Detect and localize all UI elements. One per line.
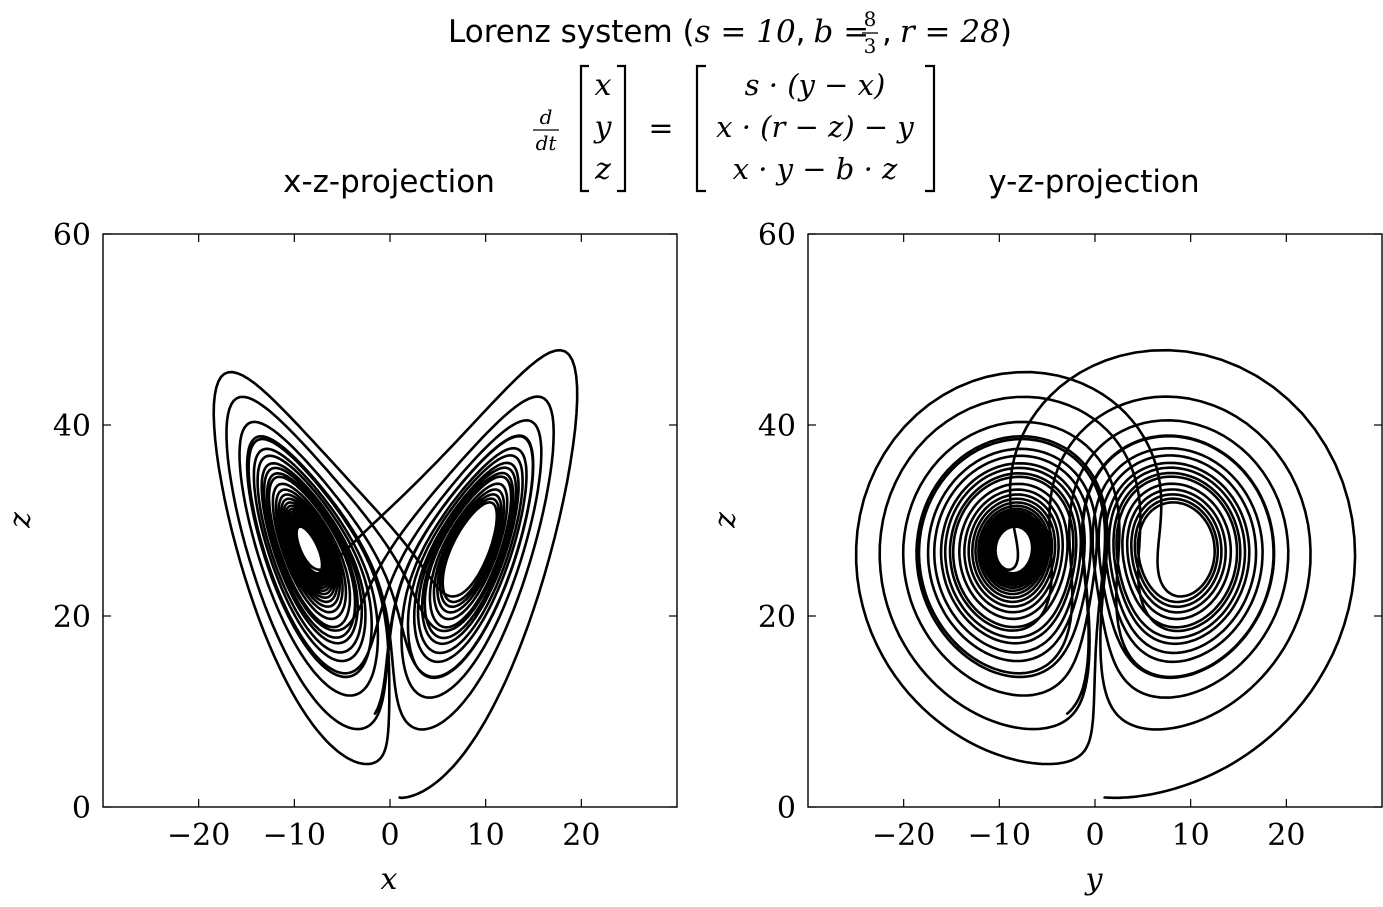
lhs-z: z xyxy=(594,152,611,187)
x-tick-label: 20 xyxy=(562,818,600,853)
title-b-denominator: 3 xyxy=(864,34,877,58)
rhs-row-1: s · (y − x) xyxy=(745,68,886,102)
title-sep-2: , xyxy=(882,14,892,50)
yz-plot-title: y-z-projection xyxy=(988,164,1199,200)
lhs-y: y xyxy=(593,110,613,145)
rhs-left-bracket xyxy=(695,64,706,193)
yz-trajectory-line xyxy=(854,348,1357,800)
lhs-right-bracket xyxy=(617,64,627,193)
rhs-row-2: x · (r − z) − y xyxy=(716,110,914,144)
x-tick-label: 0 xyxy=(380,818,399,853)
y-tick-label: 0 xyxy=(777,791,796,826)
y-tick-label: 40 xyxy=(53,409,91,444)
xz-x-axis-label: x xyxy=(381,862,398,897)
yz-projection-plot: y-z-projection −20 −10 0 10 20 0 20 40 60 y z xyxy=(708,164,1383,897)
svg-text:,r = 28): ,r = 28) xyxy=(882,14,1012,50)
y-tick-label: 20 xyxy=(758,600,796,635)
x-tick-label: 20 xyxy=(1267,818,1305,853)
yz-y-axis-label: z xyxy=(708,512,743,529)
y-tick-label: 40 xyxy=(758,409,796,444)
title-param-s: s = 10 xyxy=(695,14,796,50)
title-prefix: Lorenz system ( xyxy=(448,14,695,50)
deriv-numerator: d xyxy=(540,105,553,129)
y-tick-label: 60 xyxy=(758,218,796,253)
xz-ticks: −20 −10 0 10 20 0 20 40 60 xyxy=(53,218,677,853)
y-tick-label: 60 xyxy=(53,218,91,253)
xz-trajectory-line xyxy=(212,348,579,800)
lorenz-equation: d dt x y z = s · (y − x) x · (r − z) − y… xyxy=(533,64,936,193)
figure-title: Lorenz system (s = 10, b = 8 3 ,r = 28) xyxy=(448,7,1012,58)
title-param-r: r = 28 xyxy=(900,14,1000,50)
rhs-right-bracket xyxy=(925,64,936,193)
title-b-numerator: 8 xyxy=(864,7,877,31)
yz-ticks: −20 −10 0 10 20 0 20 40 60 xyxy=(758,218,1382,853)
equation-equals: = xyxy=(648,111,673,146)
x-tick-label: −20 xyxy=(167,818,230,853)
lhs-x: x xyxy=(595,68,612,103)
rhs-row-3: x · y − b · z xyxy=(733,152,898,186)
y-tick-label: 0 xyxy=(72,791,91,826)
xz-y-axis-label: z xyxy=(3,512,38,529)
x-tick-label: 0 xyxy=(1085,818,1104,853)
x-tick-label: −20 xyxy=(872,818,935,853)
deriv-denominator: dt xyxy=(536,131,558,155)
x-tick-label: −10 xyxy=(263,818,326,853)
x-tick-label: 10 xyxy=(467,818,505,853)
title-suffix: ) xyxy=(1000,14,1012,50)
xz-plot-title: x-z-projection xyxy=(283,164,495,200)
y-tick-label: 20 xyxy=(53,600,91,635)
x-tick-label: −10 xyxy=(968,818,1031,853)
title-param-b: b = xyxy=(814,14,870,50)
x-tick-label: 10 xyxy=(1172,818,1210,853)
svg-text:Lorenz system (s = 10,b =: Lorenz system (s = 10, b = xyxy=(448,14,869,50)
lhs-left-bracket xyxy=(579,64,589,193)
xz-projection-plot: x-z-projection −20 −10 0 10 20 0 20 40 60 x z xyxy=(3,164,678,897)
title-sep-1: , xyxy=(796,14,806,50)
yz-x-axis-label: y xyxy=(1084,862,1104,897)
